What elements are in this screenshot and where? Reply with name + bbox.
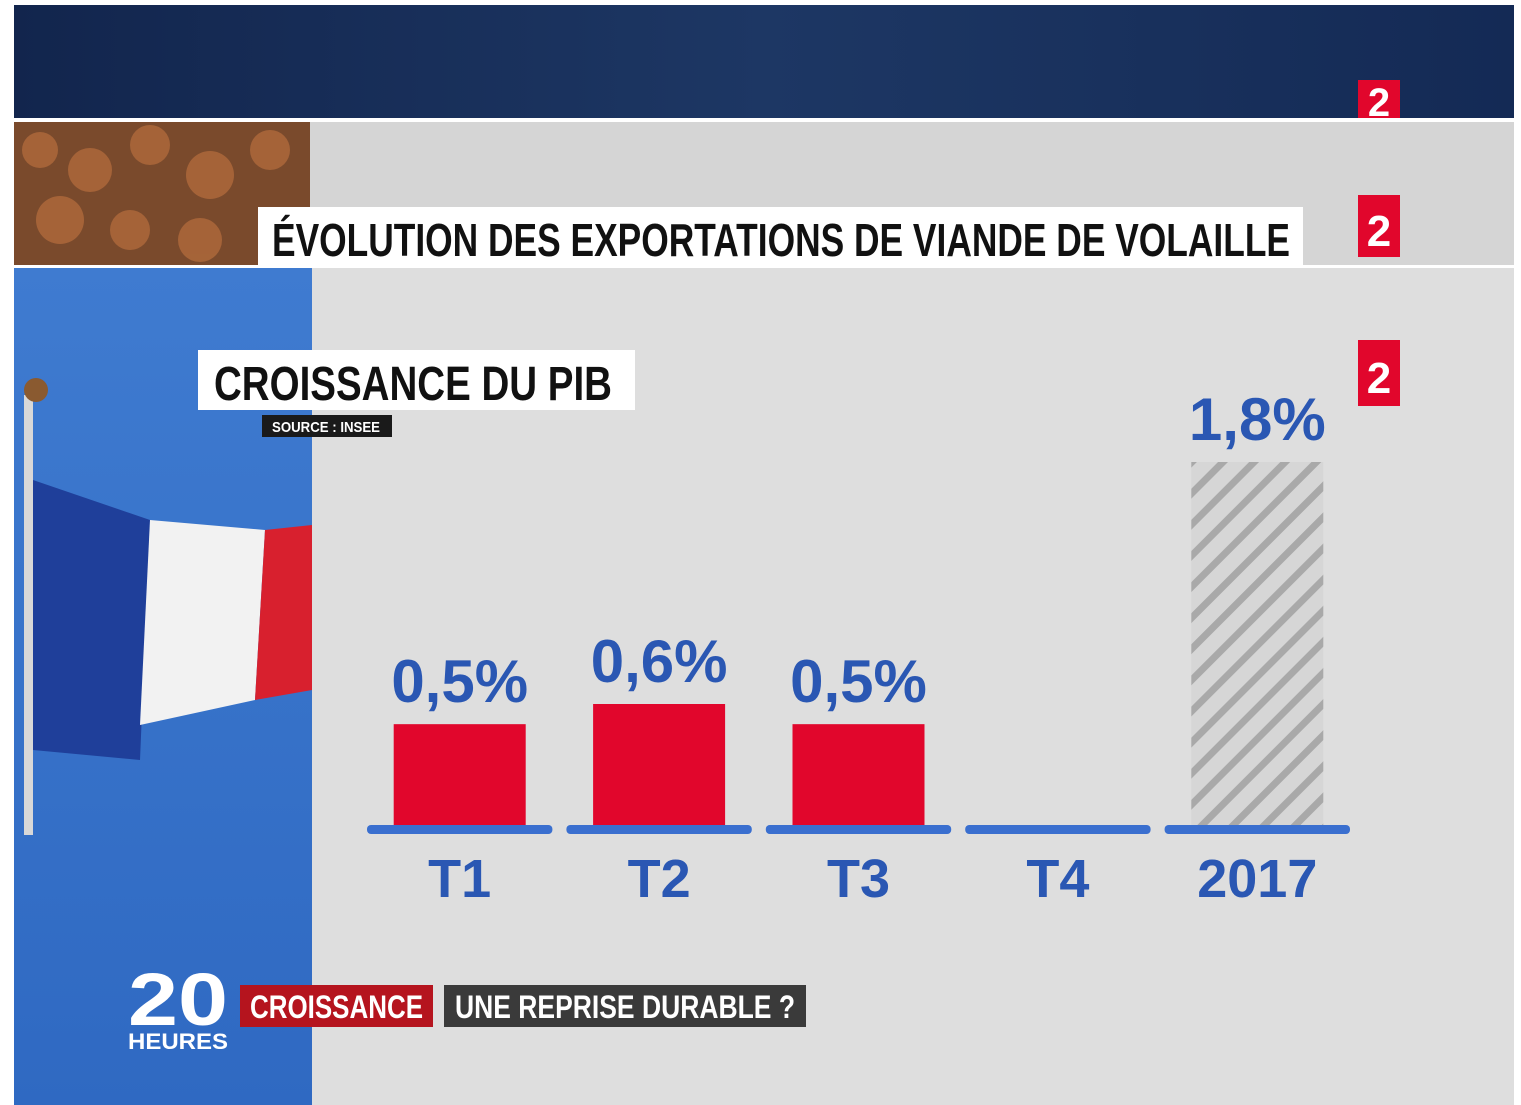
x-tick-label: T1 <box>428 849 491 909</box>
axis-segment <box>367 825 553 834</box>
poultry-texture <box>22 125 298 262</box>
topic: CROISSANCE <box>250 989 423 1025</box>
x-tick-label: 2017 <box>1197 849 1317 909</box>
x-tick-label: T3 <box>827 849 890 909</box>
value-label: 0,6% <box>591 628 728 695</box>
axis-segment <box>1164 825 1350 834</box>
flag-red <box>255 525 312 700</box>
x-tick-label: T4 <box>1026 849 1089 909</box>
value-label: 0,5% <box>790 648 927 715</box>
logo <box>1358 195 1400 257</box>
source-box <box>262 415 392 437</box>
bar <box>393 724 526 825</box>
value-label: 1,8% <box>1189 386 1326 453</box>
logos: 2 2 2 <box>1358 80 1400 406</box>
headline: UNE REPRISE DURABLE ? <box>455 989 795 1025</box>
flag-pole <box>24 395 33 835</box>
banner-title: ÉVOLUTION DES EXPORTATIONS DE VIANDE DE … <box>272 214 1290 266</box>
axis-segment <box>566 825 752 834</box>
topic-box <box>240 985 433 1027</box>
axis-segment <box>765 825 952 834</box>
logo-text: 2 <box>1367 354 1391 403</box>
logo <box>1358 340 1400 406</box>
logo-text: 2 <box>1368 81 1390 125</box>
show-number: 20 <box>128 958 228 1041</box>
bar <box>1191 462 1324 825</box>
top-strip <box>14 5 1514 118</box>
logo <box>1358 80 1400 118</box>
show-word: HEURES <box>128 1029 228 1054</box>
logo-text: 2 <box>1367 207 1391 256</box>
flag-white <box>140 520 265 725</box>
bar <box>593 704 726 825</box>
x-tick-label: T2 <box>628 849 691 909</box>
flag-blue <box>33 480 150 760</box>
value-label: 0,5% <box>391 648 528 715</box>
axis-segment <box>965 825 1151 834</box>
source: SOURCE : INSEE <box>272 419 380 436</box>
bar <box>792 724 925 825</box>
headline-box <box>444 985 806 1027</box>
banner-title-box <box>258 207 1303 265</box>
chart-title: CROISSANCE DU PIB <box>214 358 612 411</box>
flag-pole-top <box>24 378 48 402</box>
chart-title-box <box>198 350 635 410</box>
plot: T1 0,5% T2 0,6% T3 0,5% T4 2017 1,8% <box>367 386 1350 909</box>
